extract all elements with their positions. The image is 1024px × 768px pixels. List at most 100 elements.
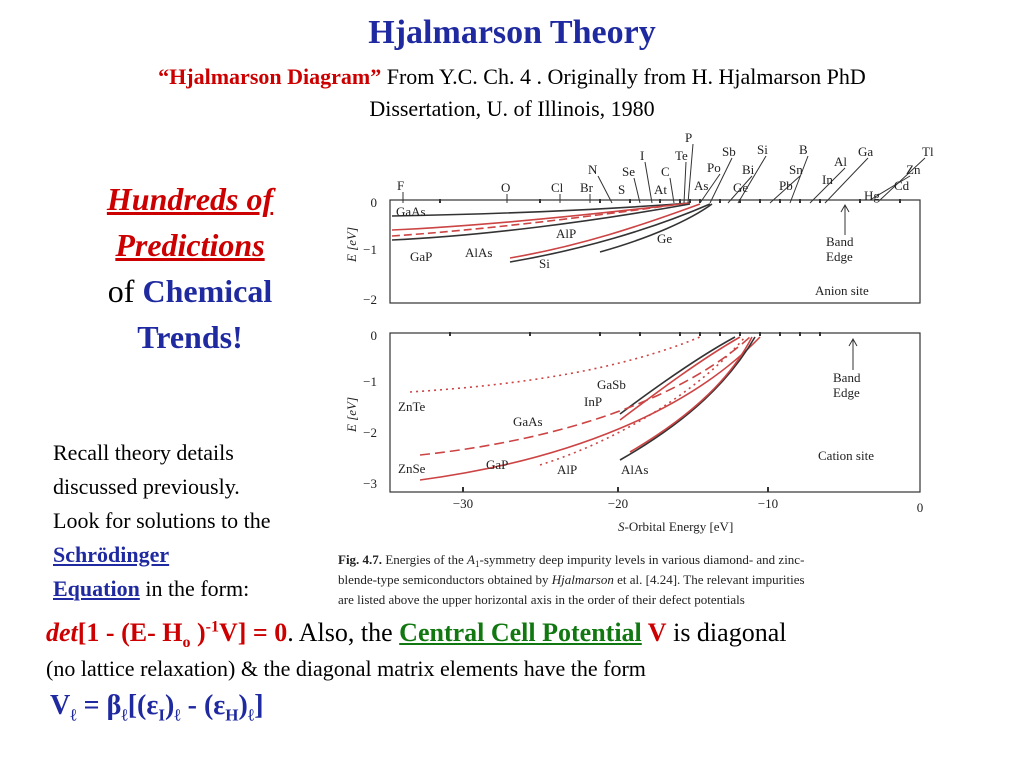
eq-part: -1	[205, 618, 219, 636]
curve-label: AlAs	[621, 462, 648, 477]
eq-part: det	[46, 618, 78, 647]
caption: are listed above the upper horizontal ax…	[338, 592, 745, 607]
eq-part: V] = 0	[218, 618, 288, 647]
heading-line: Hundreds of	[106, 181, 274, 217]
eq-part: o	[182, 634, 191, 652]
element-label: N	[588, 162, 598, 177]
element-label: Sb	[722, 144, 736, 159]
x-tick-label: −10	[758, 496, 778, 511]
formula-part: )	[238, 690, 248, 721]
subtitle-text: From Y.C. Ch. 4 . Originally from H. Hja…	[381, 64, 866, 89]
element-label: Bi	[742, 162, 755, 177]
x-axis-label-part: S	[618, 519, 625, 534]
formula-part: ℓ	[70, 705, 77, 725]
curve-label: GaAs	[396, 204, 426, 219]
element-label: S	[618, 182, 625, 197]
y-tick-label: −2	[363, 292, 377, 307]
caption-part: A	[466, 552, 475, 567]
link[interactable]: Equation	[53, 576, 140, 601]
curve-label: InP	[584, 394, 602, 409]
y-tick-label: 0	[371, 328, 378, 343]
eq-part: is diagonal	[666, 618, 787, 647]
heading-line: Trends!	[137, 319, 243, 355]
curve-label: GaSb	[597, 377, 626, 392]
band-edge: Edge	[826, 249, 853, 264]
recall-line: Look for solutions to the	[53, 508, 271, 533]
element-label: O	[501, 180, 510, 195]
heading-word: Chemical	[142, 273, 273, 309]
x-axis-label: S-Orbital Energy [eV]	[618, 519, 733, 534]
caption-part: blende-type semiconductors obtained by	[338, 572, 552, 587]
curve-label: ZnSe	[398, 461, 426, 476]
element-label: As	[694, 178, 708, 193]
curve-label: AlP	[556, 226, 576, 241]
formula-part: [(ε	[127, 690, 159, 721]
curve-label: Ge	[657, 231, 672, 246]
band-edge: Band	[826, 234, 854, 249]
curve-label: ZnTe	[398, 399, 425, 414]
eq-part: Central Cell Potential	[399, 618, 642, 647]
y-tick-label: 0	[371, 195, 378, 210]
site-label: Anion site	[815, 283, 869, 298]
caption-part: 1	[475, 559, 480, 569]
caption-part: Fig. 4.7.	[338, 552, 382, 567]
element-label: Cl	[551, 180, 564, 195]
recall-tail: in the form:	[139, 576, 250, 601]
element-label: C	[661, 164, 670, 179]
formula-part: I	[158, 705, 165, 725]
y-axis-label: E [eV]	[344, 227, 359, 263]
y-tick-label: −2	[363, 425, 377, 440]
eq-part: V	[641, 618, 667, 647]
formula-part: - (ε	[180, 690, 226, 721]
caption-part: et al. [4.24]. The relevant impurities	[614, 572, 805, 587]
formula-part: ℓ	[174, 705, 181, 725]
recall-line: Recall theory details	[53, 440, 234, 465]
subtitle-text: Dissertation, U. of Illinois, 1980	[369, 96, 655, 121]
element-label: Pb	[779, 178, 793, 193]
recall: Recall theory details discussed previous…	[53, 436, 271, 606]
recall-line: discussed previously.	[53, 474, 240, 499]
curve-label: Si	[539, 256, 550, 271]
formula-part: ℓ	[121, 705, 128, 725]
element-label: Si	[757, 142, 768, 157]
formula-part: V	[50, 690, 71, 721]
element-label: Sn	[789, 162, 803, 177]
element-label: I	[640, 148, 644, 163]
element-label: Ge	[733, 180, 748, 195]
curve-label: GaP	[486, 457, 508, 472]
curve-label: AlAs	[465, 245, 492, 260]
formula-part: ℓ	[247, 705, 255, 725]
eq-part: . Also, the	[287, 618, 400, 647]
x-axis-label-part: -Orbital Energy [eV]	[625, 519, 734, 534]
caption: Fig. 4.7. Energies of the A1-symmetry de…	[338, 552, 804, 569]
equation: det[1 - (E- Ho )-1V] = 0. Also, the Cent…	[46, 618, 786, 652]
formula: Vℓ = βℓ[(εI)ℓ - (εH)ℓ]	[50, 690, 264, 726]
caption: blende-type semiconductors obtained by H…	[338, 572, 805, 587]
element-label: Po	[707, 160, 721, 175]
arrows	[402, 143, 926, 370]
eq-part: [1 - (E- H	[77, 618, 183, 647]
element-label: B	[799, 142, 808, 157]
element-label: Se	[622, 164, 635, 179]
formula-part: ]	[254, 690, 264, 721]
link[interactable]: Schrödinger	[53, 542, 170, 567]
quote: “Hjalmarson Diagram”	[158, 64, 382, 89]
heading: Hundreds of Predictions of Chemical Tren…	[40, 176, 340, 360]
panel-frame	[389, 332, 921, 493]
x-tick-label: −30	[453, 496, 473, 511]
y-tick-label: −1	[363, 242, 377, 257]
element-label: F	[397, 178, 404, 193]
curve-label: GaAs	[513, 414, 543, 429]
title: Hjalmarson Theory	[368, 14, 656, 51]
element-label: Te	[675, 148, 688, 163]
curve-label: GaP	[410, 249, 432, 264]
caption-part: Hjalmarson	[551, 572, 614, 587]
curves	[391, 202, 761, 481]
formula-part: )	[164, 690, 175, 721]
panel-frame	[389, 199, 921, 304]
y-tick-label: −1	[363, 374, 377, 389]
heading-line: Predictions	[115, 227, 265, 263]
